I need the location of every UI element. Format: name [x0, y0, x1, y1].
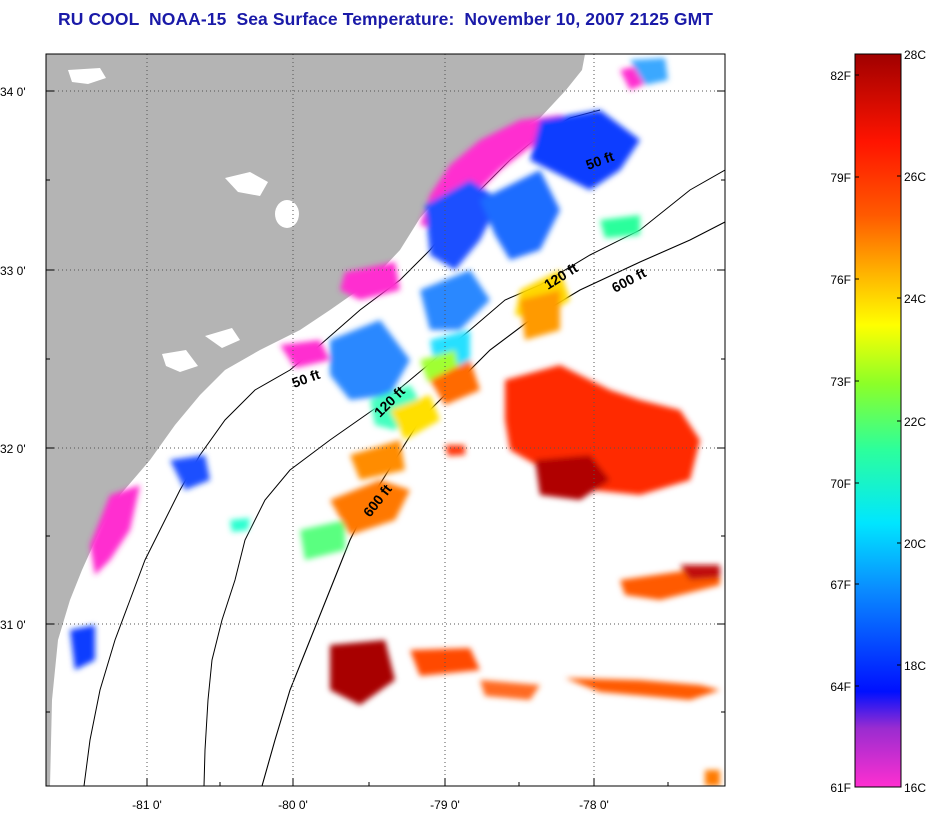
- inland-lakes: [68, 68, 299, 372]
- isobath-label: 600 ft: [609, 264, 649, 295]
- lat-label: 32 0': [0, 442, 26, 456]
- land-mass: [46, 54, 585, 786]
- lat-label: 34 0': [0, 85, 26, 99]
- map-frame: [45, 53, 726, 787]
- axis-ticks: [46, 90, 725, 786]
- map-title: RU COOL NOAA-15 Sea Surface Temperature:…: [58, 9, 714, 29]
- isobath-120ft-line: [203, 169, 725, 786]
- isobath-600ft-line: [261, 221, 725, 786]
- lat-label: 33 0': [0, 264, 26, 278]
- sst-pixels: [70, 58, 720, 786]
- latitude-labels: 34 0' 33 0' 32 0' 31 0': [0, 85, 26, 632]
- isobath-label: 50 ft: [290, 366, 323, 391]
- lon-label: -81 0': [132, 798, 162, 812]
- longitude-labels: -81 0' -80 0' -79 0' -78 0': [132, 798, 609, 812]
- lon-label: -80 0': [278, 798, 308, 812]
- lon-label: -78 0': [579, 798, 609, 812]
- lat-label: 31 0': [0, 618, 26, 632]
- lon-label: -79 0': [430, 798, 460, 812]
